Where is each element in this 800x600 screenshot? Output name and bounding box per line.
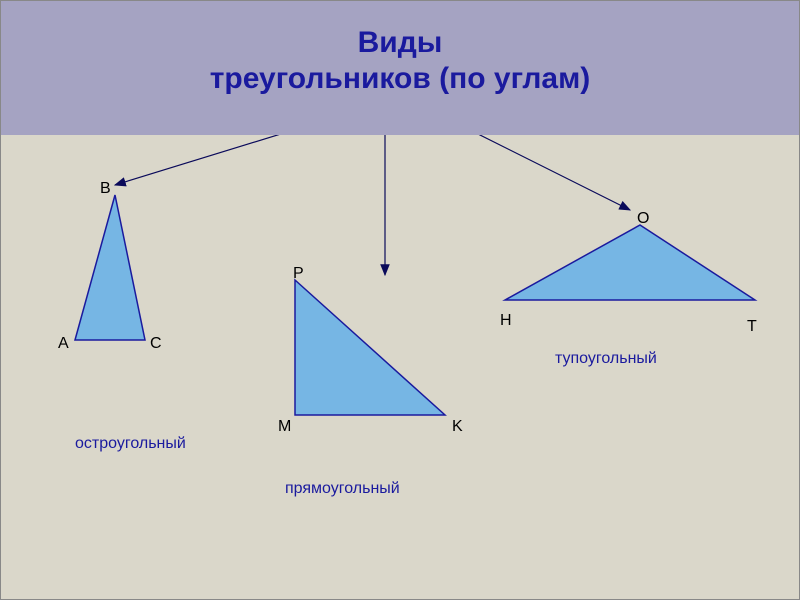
diagram-container: Виды треугольников (по углам) A B C P M …	[0, 0, 800, 600]
arrows-group	[115, 125, 630, 275]
acute-label: остроугольный	[75, 435, 186, 453]
vertex-o-label: O	[637, 210, 649, 228]
vertex-t-label: T	[747, 318, 757, 336]
obtuse-label: тупоугольный	[555, 350, 657, 368]
vertex-k-label: K	[452, 418, 463, 436]
vertex-c-label: C	[150, 335, 162, 353]
vertex-p-label: P	[293, 265, 304, 283]
right-label: прямоугольный	[285, 480, 400, 498]
title-line-2: треугольников (по углам)	[210, 62, 591, 95]
page-title: Виды треугольников (по углам)	[0, 25, 800, 97]
title-header: Виды треугольников (по углам)	[0, 0, 800, 135]
title-line-1: Виды	[358, 26, 443, 59]
vertex-a-label: A	[58, 335, 69, 353]
triangles-group	[75, 195, 755, 415]
vertex-b-label: B	[100, 180, 111, 198]
vertex-m-label: M	[278, 418, 291, 436]
vertex-h-label: H	[500, 312, 512, 330]
